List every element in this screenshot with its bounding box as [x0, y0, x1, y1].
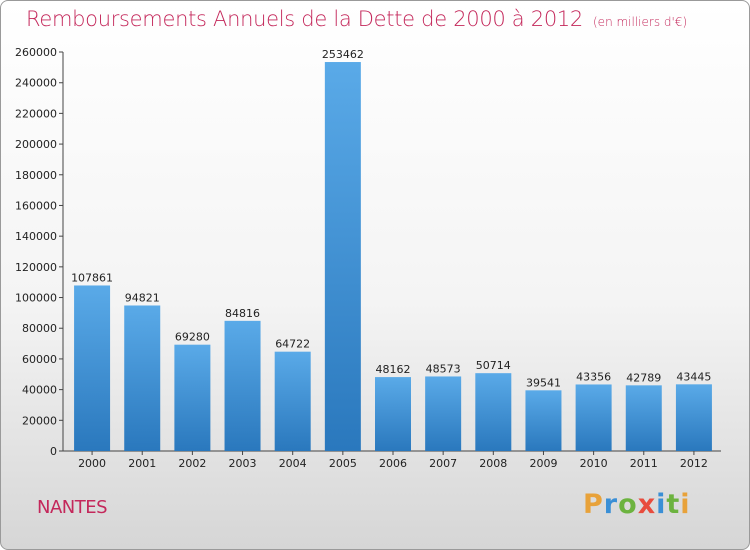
bar	[224, 320, 261, 451]
y-tick-label: 80000	[22, 322, 57, 335]
y-tick-label: 240000	[15, 77, 57, 90]
proxiti-logo: Proxiti	[583, 489, 691, 520]
data-label: 42789	[626, 371, 661, 384]
y-tick-label: 100000	[15, 292, 57, 305]
y-tick-label: 40000	[22, 384, 57, 397]
x-tick-label: 2011	[630, 457, 658, 470]
data-label: 48573	[426, 362, 461, 375]
data-label: 50714	[476, 359, 511, 372]
y-tick-label: 260000	[15, 46, 57, 59]
chart-unit: (en milliers d'€)	[593, 15, 688, 29]
bar	[375, 377, 411, 451]
y-tick-label: 60000	[22, 353, 57, 366]
chart-bars	[74, 62, 712, 451]
logo-letter: P	[583, 489, 604, 520]
bar	[324, 62, 361, 451]
y-tick-label: 160000	[15, 199, 57, 212]
data-label: 84816	[225, 307, 260, 320]
x-tick-label: 2002	[178, 457, 206, 470]
bar	[274, 351, 311, 451]
bar	[525, 390, 562, 451]
bar	[625, 385, 662, 451]
y-tick-label: 200000	[15, 138, 57, 151]
data-label: 64722	[275, 338, 310, 351]
data-label: 43445	[676, 370, 711, 383]
x-tick-label: 2003	[229, 457, 257, 470]
chart-title-text: Remboursements Annuels de la Dette de 20…	[26, 7, 583, 31]
x-tick-label: 2006	[379, 457, 407, 470]
data-label: 94821	[125, 291, 160, 304]
bar	[74, 285, 111, 451]
x-tick-label: 2000	[78, 457, 106, 470]
x-tick-label: 2001	[128, 457, 156, 470]
logo-letter: x	[637, 489, 657, 520]
x-tick-label: 2012	[680, 457, 708, 470]
y-tick-label: 120000	[15, 261, 57, 274]
logo-letter: r	[603, 489, 619, 520]
chart-data-labels: 107861 94821 69280 84816 64722 253462 48162 485…	[71, 48, 711, 389]
y-tick-label: 0	[50, 445, 57, 458]
y-tick-label: 180000	[15, 169, 57, 182]
data-label: 69280	[175, 331, 210, 344]
chart-axes: 0 20000 40000 60000 80000 100000 120000 140000 1…	[15, 46, 721, 470]
bar	[124, 305, 161, 451]
bar	[425, 376, 462, 451]
x-tick-label: 2004	[279, 457, 307, 470]
x-tick-label: 2010	[580, 457, 608, 470]
logo-letter: i	[680, 489, 691, 520]
x-tick-label: 2008	[479, 457, 507, 470]
y-tick-label: 140000	[15, 230, 57, 243]
data-label: 253462	[322, 48, 364, 61]
x-tick-label: 2009	[529, 457, 557, 470]
chart-title: Remboursements Annuels de la Dette de 20…	[26, 7, 687, 31]
data-label: 48162	[376, 363, 411, 376]
city-name: NANTES	[37, 497, 108, 518]
data-label: 39541	[526, 376, 561, 389]
logo-letter: t	[666, 489, 681, 520]
x-tick-label: 2005	[329, 457, 357, 470]
bar	[575, 384, 612, 451]
logo-letter: o	[618, 489, 638, 520]
bar	[675, 384, 712, 451]
logo-letter: i	[656, 489, 667, 520]
y-tick-label: 20000	[22, 414, 57, 427]
bar	[475, 373, 512, 451]
data-label: 43356	[576, 370, 611, 383]
bar	[174, 344, 211, 451]
data-label: 107861	[71, 271, 113, 284]
x-tick-label: 2007	[429, 457, 457, 470]
y-tick-label: 220000	[15, 107, 57, 120]
